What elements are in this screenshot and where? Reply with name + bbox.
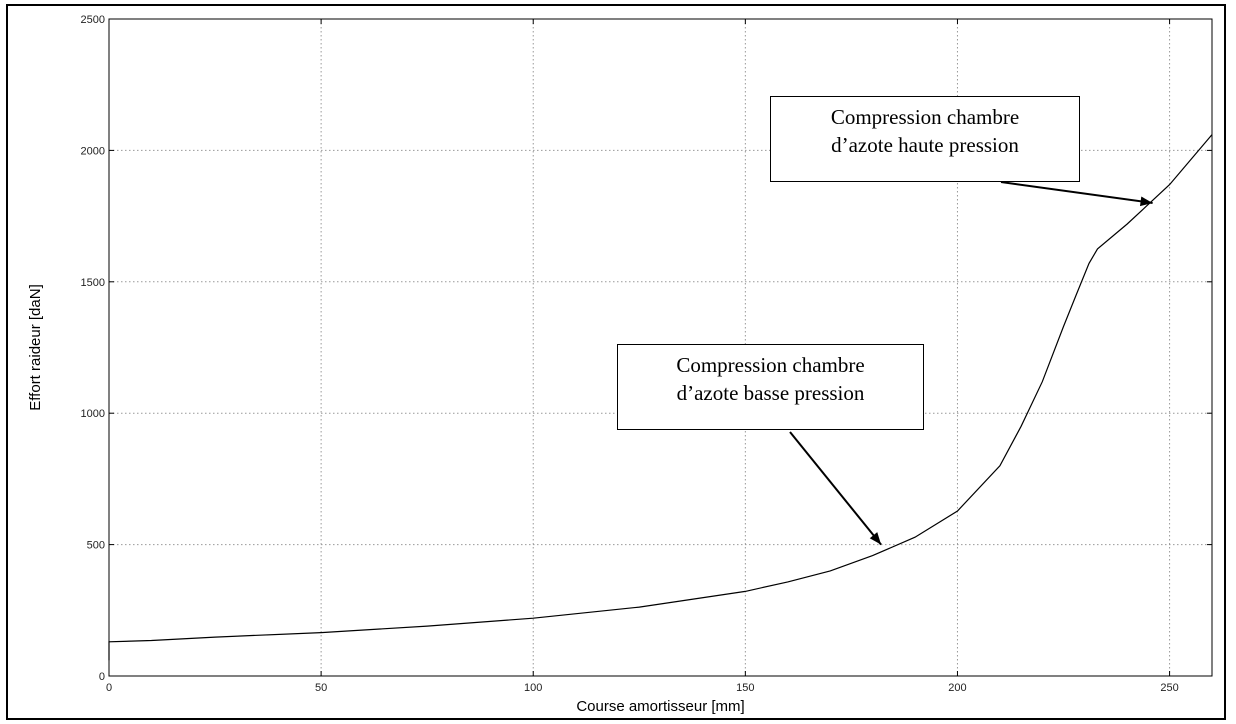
- annotation-line: Compression chambre: [830, 105, 1020, 129]
- x-tick-label: 100: [524, 682, 542, 694]
- y-tick-label: 500: [87, 540, 105, 552]
- x-axis-label: Course amortisseur [mm]: [576, 698, 744, 715]
- annotation-line: d’azote basse pression: [676, 381, 865, 405]
- y-axis-label: Effort raideur [daN]: [27, 284, 44, 410]
- x-tick-label: 150: [736, 682, 754, 694]
- annotation-arrowhead: [869, 532, 882, 545]
- y-tick-label: 1500: [81, 277, 105, 289]
- annotation-line: Compression chambre: [676, 353, 865, 377]
- x-tick-label: 250: [1160, 682, 1178, 694]
- y-tick-label: 1000: [81, 408, 105, 420]
- annotation-line: d’azote haute pression: [831, 133, 1019, 157]
- annotation-arrow: [789, 431, 882, 546]
- x-tick-label: 200: [948, 682, 966, 694]
- y-tick-label: 0: [99, 671, 105, 683]
- y-tick-label: 2000: [81, 145, 105, 157]
- annotation-arrow: [1000, 181, 1153, 204]
- series-line: [108, 134, 1213, 661]
- x-tick-label: 0: [106, 682, 112, 694]
- annotation-basse-pression: Compression chambre d’azote basse pressi…: [617, 344, 924, 430]
- plot-area: [108, 18, 1213, 677]
- annotation-arrowhead: [1139, 196, 1153, 207]
- annotation-arrows: [789, 181, 1153, 546]
- x-tick-label: 50: [315, 682, 327, 694]
- y-tick-label: 2500: [81, 14, 105, 26]
- annotation-haute-pression: Compression chambre d’azote haute pressi…: [770, 96, 1080, 182]
